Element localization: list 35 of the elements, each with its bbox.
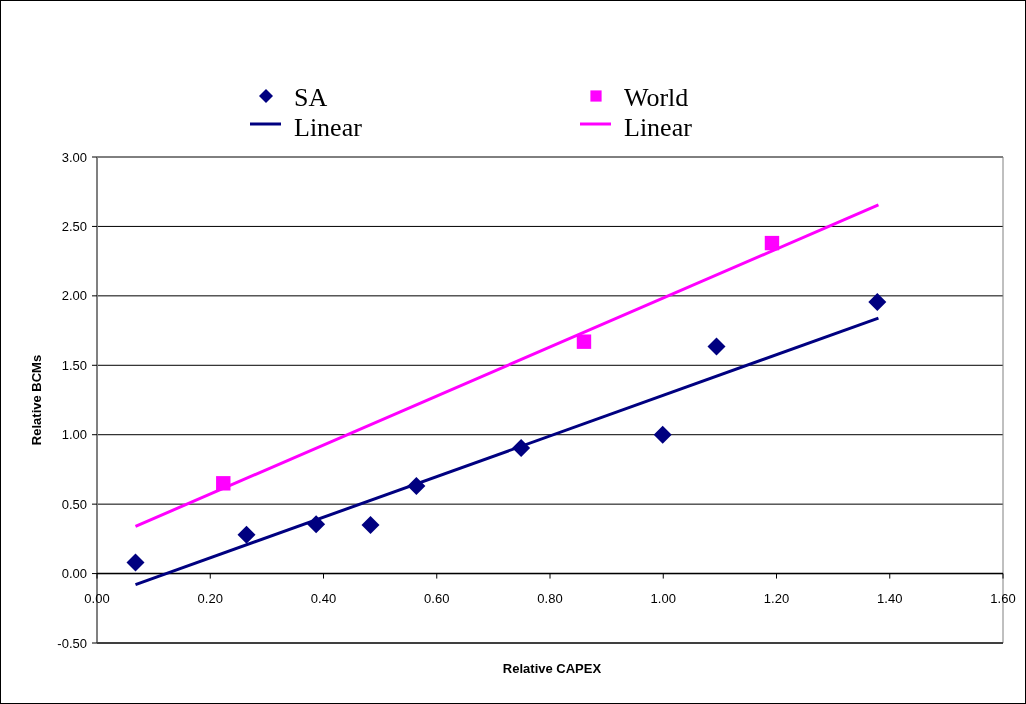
point: [868, 293, 887, 312]
x-tick-label: 1.20: [763, 590, 790, 606]
x-tick-label: 0.20: [197, 590, 223, 606]
point: [216, 476, 231, 491]
y-tick-label: 1.00: [61, 427, 87, 443]
x-tick-label: 0.80: [537, 590, 563, 606]
x-tick-label: 0.00: [84, 590, 110, 606]
y-tick-label: -0.50: [57, 635, 87, 651]
x-tick-label: 1.00: [650, 590, 676, 606]
y-axis-title: Relative BCMs: [29, 354, 44, 446]
point: [707, 337, 726, 356]
y-tick-label: 3.00: [61, 149, 87, 165]
legend-label: Linear: [624, 113, 693, 142]
point: [653, 425, 672, 444]
legend-label: Linear: [294, 113, 363, 142]
legend-label: World: [624, 83, 689, 112]
x-tick-label: 0.60: [424, 590, 450, 606]
y-tick-label: 0.50: [61, 496, 87, 512]
legend-label: SA: [294, 83, 328, 112]
point: [126, 553, 145, 572]
x-tick-label: 1.40: [877, 590, 903, 606]
point: [307, 515, 326, 534]
point: [764, 235, 780, 251]
x-axis-title: Relative CAPEX: [502, 661, 602, 676]
y-tick-label: 2.50: [61, 218, 87, 234]
y-tick-label: 0.00: [61, 566, 87, 582]
y-tick-label: 2.00: [61, 288, 87, 304]
x-tick-label: 0.40: [310, 590, 337, 606]
x-tick-label: 1.60: [990, 590, 1016, 606]
point: [576, 334, 592, 349]
point: [237, 525, 256, 544]
point: [407, 477, 426, 496]
point: [512, 438, 531, 457]
y-tick-label: 1.50: [61, 357, 87, 373]
point: [361, 515, 380, 534]
